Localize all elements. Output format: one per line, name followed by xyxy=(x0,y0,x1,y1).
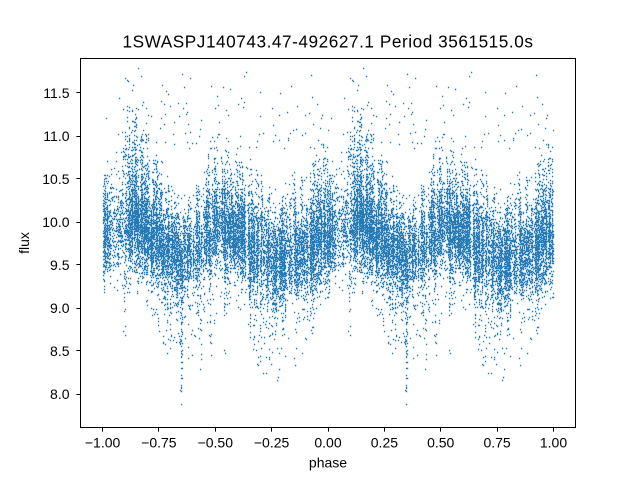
svg-text:flux: flux xyxy=(16,232,32,254)
svg-text:9.0: 9.0 xyxy=(50,300,70,316)
svg-text:8.5: 8.5 xyxy=(50,343,70,359)
svg-text:−0.25: −0.25 xyxy=(254,434,290,450)
svg-text:8.0: 8.0 xyxy=(50,386,70,402)
svg-text:10.5: 10.5 xyxy=(42,171,69,187)
svg-text:1SWASPJ140743.47-492627.1 Peri: 1SWASPJ140743.47-492627.1 Period 3561515… xyxy=(123,32,534,52)
svg-text:10.0: 10.0 xyxy=(42,214,69,230)
svg-text:9.5: 9.5 xyxy=(50,257,70,273)
svg-text:11.5: 11.5 xyxy=(43,85,69,101)
svg-text:0.50: 0.50 xyxy=(427,434,454,450)
svg-text:−0.75: −0.75 xyxy=(141,434,177,450)
svg-text:phase: phase xyxy=(309,455,347,471)
svg-text:0.25: 0.25 xyxy=(371,434,398,450)
svg-text:11.0: 11.0 xyxy=(43,128,69,144)
svg-text:−0.50: −0.50 xyxy=(198,434,234,450)
svg-text:0.75: 0.75 xyxy=(483,434,510,450)
svg-text:0.00: 0.00 xyxy=(314,434,341,450)
svg-text:−1.00: −1.00 xyxy=(85,434,121,450)
svg-text:1.00: 1.00 xyxy=(540,434,567,450)
